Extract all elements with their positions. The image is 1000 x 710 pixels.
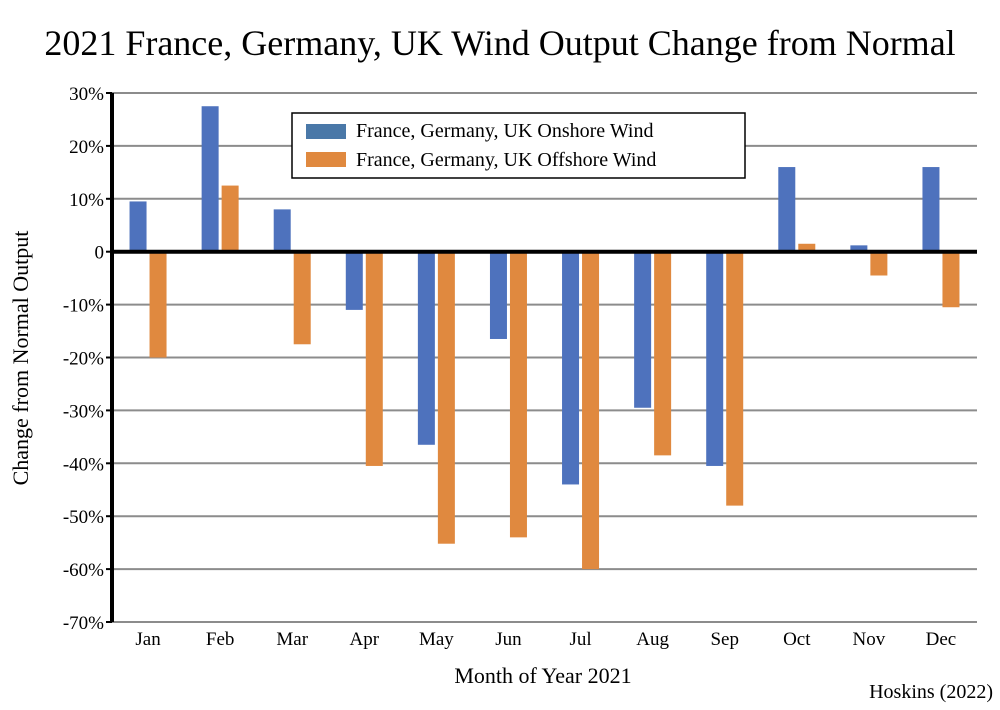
legend-box <box>291 112 746 179</box>
y-tick-label: -20% <box>63 349 104 370</box>
y-tick-label: -70% <box>63 613 104 634</box>
bars <box>129 106 960 570</box>
bar-onshore-feb <box>201 106 219 252</box>
bar-offshore-jun <box>509 251 527 538</box>
bar-onshore-dec <box>922 167 940 252</box>
bar-offshore-oct <box>798 243 816 252</box>
legend-swatch-offshore <box>306 152 346 167</box>
x-tick-label: Dec <box>926 629 957 650</box>
bar-offshore-aug <box>654 251 672 456</box>
x-tick-label: Jan <box>135 629 161 650</box>
source-note: Hoskins (2022) <box>869 681 993 703</box>
bar-onshore-jun <box>489 251 507 339</box>
x-tick-label: Mar <box>276 629 308 650</box>
x-tick-label: Apr <box>350 629 380 650</box>
legend-label-onshore: France, Germany, UK Onshore Wind <box>356 120 653 142</box>
gridlines <box>112 92 977 623</box>
x-tick-label: May <box>419 629 454 650</box>
bar-onshore-apr <box>345 251 363 310</box>
bar-offshore-may <box>437 251 455 544</box>
bar-offshore-jul <box>582 251 600 570</box>
legend-label-offshore: France, Germany, UK Offshore Wind <box>356 149 656 171</box>
axes <box>106 92 977 623</box>
y-tick-label: 10% <box>69 190 104 211</box>
legend-swatch-onshore <box>306 124 346 139</box>
x-tick-label: Oct <box>783 629 811 650</box>
bar-offshore-apr <box>365 251 383 466</box>
bar-offshore-nov <box>870 251 888 276</box>
x-tick-label: Jun <box>495 629 522 650</box>
y-tick-label: -40% <box>63 454 104 475</box>
bar-offshore-mar <box>293 251 311 345</box>
x-tick-label: Feb <box>206 629 235 650</box>
y-tick-label: -10% <box>63 296 104 317</box>
x-axis-label: Month of Year 2021 <box>454 663 631 688</box>
bar-onshore-may <box>417 251 435 445</box>
bar-onshore-sep <box>706 251 724 466</box>
y-tick-label: 0 <box>95 243 105 264</box>
x-tick-label: Sep <box>710 629 739 650</box>
x-tick-label: Jul <box>569 629 591 650</box>
x-tick-labels: Jan Feb Mar Apr May Jun Jul Aug Sep Oct Nov Dec <box>135 629 956 650</box>
y-tick-label: 30% <box>69 84 104 105</box>
chart-title: 2021 France, Germany, UK Wind Output Cha… <box>44 23 955 63</box>
bar-onshore-jul <box>562 251 580 485</box>
x-tick-label: Aug <box>636 629 669 650</box>
bar-onshore-aug <box>634 251 652 408</box>
y-tick-label: -30% <box>63 401 104 422</box>
bar-onshore-jan <box>129 201 147 252</box>
bar-onshore-nov <box>850 245 868 252</box>
bar-offshore-jan <box>149 251 167 358</box>
legend: France, Germany, UK Onshore Wind France,… <box>291 112 746 179</box>
x-tick-label: Nov <box>853 629 886 650</box>
y-tick-label: -50% <box>63 507 104 528</box>
bar-onshore-oct <box>778 167 796 252</box>
bar-offshore-feb <box>221 185 239 252</box>
y-tick-labels: 30% 20% 10% 0 -10% -20% -30% -40% -50% -60% -70% <box>63 84 104 634</box>
y-tick-label: -60% <box>63 560 104 581</box>
y-tick-label: 20% <box>69 137 104 158</box>
bar-offshore-sep <box>726 251 744 506</box>
bar-onshore-mar <box>273 209 291 252</box>
bar-offshore-dec <box>942 251 960 308</box>
y-axis-label: Change from Normal Output <box>8 231 33 486</box>
